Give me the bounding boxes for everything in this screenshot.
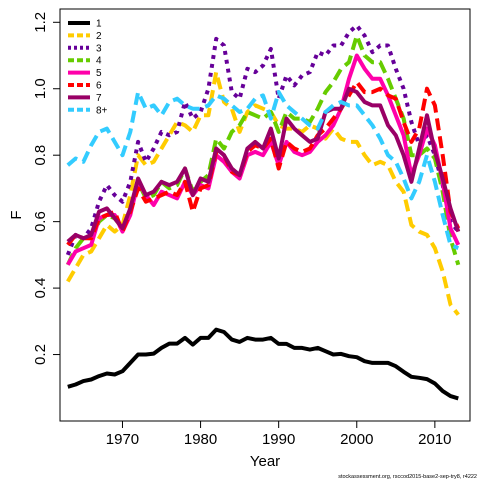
series-line-8plus [66, 90, 460, 251]
y-tick-label: 0.8 [32, 145, 49, 166]
x-axis-title: Year [250, 453, 280, 470]
y-tick-label: 1.0 [32, 78, 49, 99]
x-tick-label: 1980 [184, 431, 217, 448]
series-line-2 [66, 70, 460, 316]
footer-credit: stockassessment.org, rsccod2015-base2-se… [338, 474, 477, 480]
legend-label-4: 4 [96, 56, 102, 67]
x-tick-label: 2000 [340, 431, 373, 448]
legend: 123 45 678+ [68, 19, 108, 116]
x-tick-label: 1990 [262, 431, 295, 448]
legend-label-1: 1 [96, 19, 102, 30]
x-tick-label: 2010 [418, 431, 451, 448]
x-axis: 1970 1980 1990 2000 2010 [106, 421, 452, 448]
legend-label-6: 6 [96, 81, 102, 92]
series-line-7 [66, 86, 461, 244]
y-tick-label: 0.4 [32, 278, 49, 299]
y-axis: 0.2 0.4 0.6 0.8 1.0 1.2 [32, 12, 60, 365]
x-tick-label: 1970 [106, 431, 139, 448]
series-line-5 [66, 53, 461, 266]
y-tick-label: 1.2 [32, 12, 49, 33]
series-layer [65, 23, 461, 401]
legend-label-7: 7 [96, 93, 102, 104]
legend-label-5: 5 [96, 68, 102, 79]
plot-frame [59, 8, 471, 422]
y-axis-title: F [8, 210, 25, 219]
axes-layer [59, 8, 471, 422]
y-tick-label: 0.6 [32, 211, 49, 232]
legend-label-8plus: 8+ [96, 105, 108, 116]
series-line-1 [67, 327, 459, 401]
legend-label-2: 2 [96, 31, 102, 42]
legend-label-3: 3 [96, 43, 102, 54]
series-line-3 [65, 23, 460, 256]
y-tick-label: 0.2 [32, 344, 49, 365]
